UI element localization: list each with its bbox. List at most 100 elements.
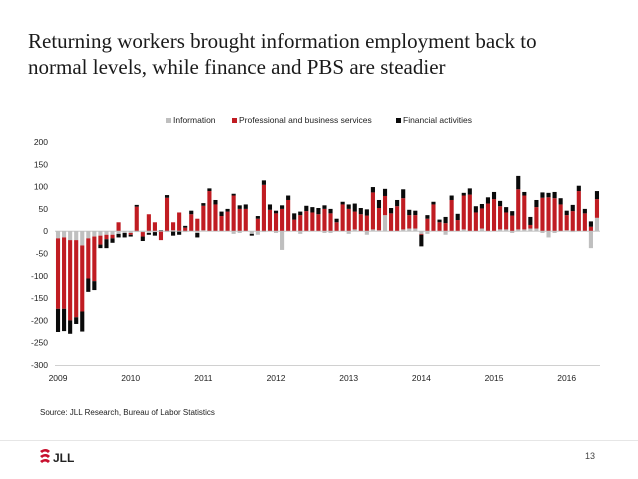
bar-segment xyxy=(510,231,515,233)
bar-segment xyxy=(55,238,61,309)
bar-segment xyxy=(116,231,121,234)
bar-segment xyxy=(467,194,472,232)
bar-segment xyxy=(310,207,315,213)
bar-segment xyxy=(310,212,315,232)
bar-segment xyxy=(267,209,273,232)
bar-segment xyxy=(68,240,73,321)
y-tick-label: 50 xyxy=(39,204,49,214)
x-tick-label: 2010 xyxy=(121,373,140,383)
bar-segment xyxy=(92,231,97,237)
bar-segment xyxy=(443,223,448,232)
bar-segment xyxy=(588,221,593,227)
bar-segment xyxy=(552,191,557,199)
bar-segment xyxy=(298,215,303,232)
bar-segment xyxy=(419,231,424,234)
bar-segment xyxy=(540,231,545,233)
bar-segment xyxy=(116,233,121,238)
bar-segment xyxy=(201,205,206,231)
bar-segment xyxy=(195,218,200,232)
bar-segment xyxy=(86,278,91,292)
bar-segment xyxy=(86,231,91,239)
bar-segment xyxy=(389,213,394,232)
bar-segment xyxy=(177,212,182,232)
bar-segment xyxy=(498,229,503,232)
bar-segment xyxy=(401,198,406,230)
y-tick-label: -50 xyxy=(36,249,49,259)
bar-segment xyxy=(443,231,448,235)
bar-segment xyxy=(334,222,339,232)
bar-segment xyxy=(292,219,297,232)
bar-segment xyxy=(164,195,170,198)
bar-segment xyxy=(164,231,170,233)
bar-segment xyxy=(407,209,412,216)
bar-segment xyxy=(437,222,442,232)
bar-segment xyxy=(594,191,600,200)
bar-segment xyxy=(231,231,236,234)
bar-segment xyxy=(413,228,418,232)
bar-segment xyxy=(455,220,460,232)
bar-segment xyxy=(146,231,151,233)
y-tick-label: 200 xyxy=(34,137,48,147)
bar-segment xyxy=(401,229,406,232)
bar-segment xyxy=(582,208,587,214)
bar-segment xyxy=(207,191,212,232)
bar-segment xyxy=(62,308,67,332)
bar-segment xyxy=(528,228,533,232)
bar-segment xyxy=(171,222,176,231)
bar-segment xyxy=(558,198,563,205)
bar-segment xyxy=(146,214,151,232)
y-tick-label: -250 xyxy=(31,338,48,348)
bar-segment xyxy=(280,208,285,232)
bar-segment xyxy=(177,231,182,235)
bar-segment xyxy=(280,205,285,209)
bar-segment xyxy=(582,213,587,232)
bar-segment xyxy=(231,193,236,196)
bar-segment xyxy=(407,215,412,229)
legend-label: Information xyxy=(173,115,216,125)
bar-segment xyxy=(570,211,575,232)
y-tick-label: -150 xyxy=(31,293,48,303)
bar-segment xyxy=(413,210,418,216)
legend-label: Professional and business services xyxy=(239,115,372,125)
x-tick-label: 2013 xyxy=(339,373,358,383)
bar-segment xyxy=(267,204,273,210)
bar-segment xyxy=(110,231,115,235)
bar-segment xyxy=(425,231,430,234)
bar-segment xyxy=(273,210,279,214)
bar-segment xyxy=(152,231,157,233)
bar-segment xyxy=(298,231,303,234)
bar-segment xyxy=(570,204,575,212)
bar-segment xyxy=(346,231,351,234)
jll-logo: JLL xyxy=(40,449,74,465)
bar-segment xyxy=(98,231,103,236)
bar-segment xyxy=(473,206,478,213)
bar-segment xyxy=(491,199,497,232)
footer-divider xyxy=(0,440,638,441)
bar-segment xyxy=(443,216,448,224)
bar-segment xyxy=(479,203,484,209)
bar-segment xyxy=(62,231,67,238)
bar-segment xyxy=(225,208,230,212)
bar-segment xyxy=(152,232,157,236)
bar-segment xyxy=(255,231,260,235)
bar-segment xyxy=(328,208,333,214)
bar-segment xyxy=(564,215,569,231)
bar-segment xyxy=(158,231,164,241)
bar-segment xyxy=(128,232,133,235)
bar-segment xyxy=(522,195,527,230)
legend-swatch xyxy=(232,118,237,123)
bar-segment xyxy=(552,231,557,233)
bar-segment xyxy=(237,208,242,232)
bar-segment xyxy=(255,218,260,232)
bar-segment xyxy=(370,229,375,232)
bar-segment xyxy=(534,207,539,229)
legend-label: Financial activities xyxy=(403,115,472,125)
bar-segment xyxy=(540,197,545,232)
y-tick-label: 150 xyxy=(34,159,48,169)
bar-segment xyxy=(594,217,600,232)
bar-segment xyxy=(140,231,145,233)
bar-segment xyxy=(146,232,151,235)
x-tick-label: 2015 xyxy=(485,373,504,383)
bar-segment xyxy=(491,191,497,200)
y-tick-label: -300 xyxy=(31,360,48,370)
